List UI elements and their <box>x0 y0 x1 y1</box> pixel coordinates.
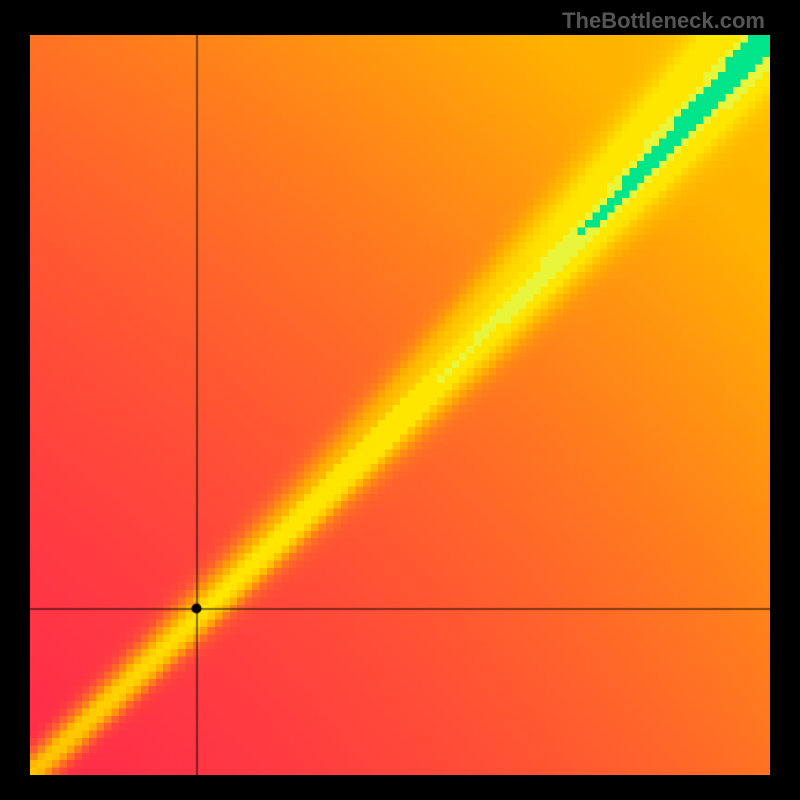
watermark-text: TheBottleneck.com <box>562 8 765 34</box>
chart-container <box>30 35 770 775</box>
crosshair-overlay <box>30 35 770 775</box>
